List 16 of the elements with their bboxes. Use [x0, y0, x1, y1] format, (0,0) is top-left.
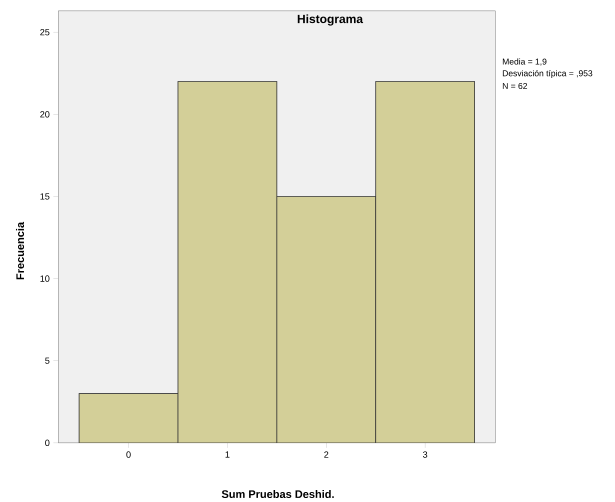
y-tick-label: 25 — [40, 29, 50, 36]
x-axis-title: Sum Pruebas Deshid. — [222, 490, 334, 498]
y-axis-title: Frecuencia — [16, 222, 24, 280]
x-tick-label: 0 — [126, 451, 131, 458]
y-tick-label: 10 — [40, 275, 50, 282]
text: Media = 1,9 — [502, 58, 546, 66]
text: Desviación típica = ,953 — [502, 70, 592, 78]
x-tick-label: 2 — [324, 451, 328, 458]
chart-title: Histograma — [298, 14, 364, 26]
y-tick-label: 15 — [40, 193, 50, 200]
x-tick-label: 3 — [422, 451, 428, 458]
y-tick-label: 20 — [40, 111, 50, 118]
text: N = 62 — [502, 82, 528, 89]
y-tick-label: 0 — [45, 440, 50, 446]
x-tick-label: 1 — [226, 451, 230, 458]
y-tick-label: 5 — [45, 358, 50, 364]
